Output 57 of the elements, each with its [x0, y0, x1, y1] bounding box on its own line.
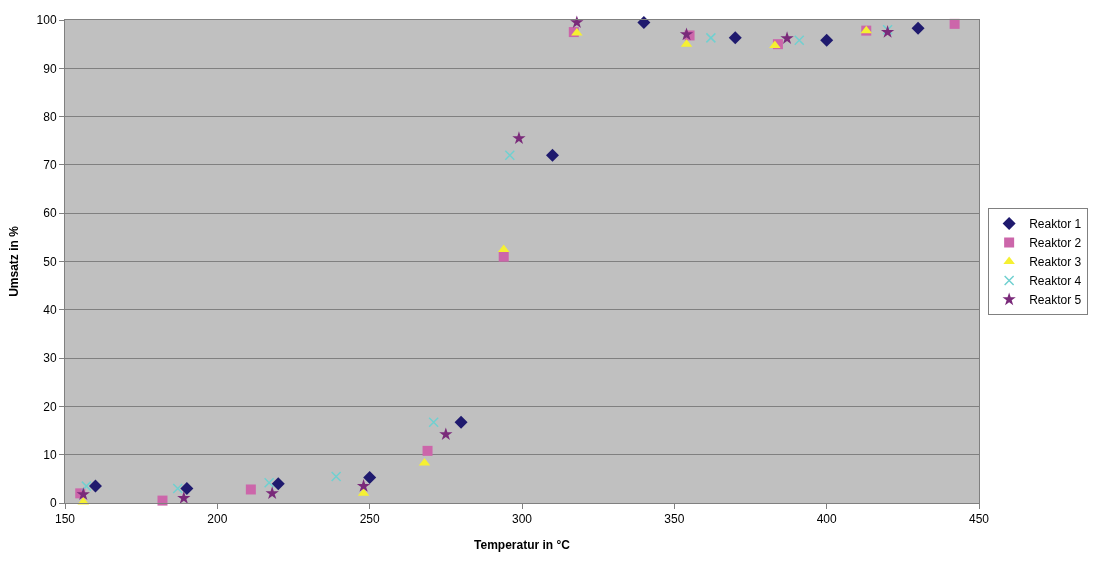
point: [356, 479, 371, 492]
legend-label: Reaktor 5: [1029, 293, 1082, 308]
y-axis-title: Umsatz in %: [6, 225, 21, 297]
point: [76, 487, 90, 500]
y-tick-label: 70: [43, 158, 57, 173]
point: [81, 480, 92, 492]
point: [504, 149, 516, 161]
legend-label: Reaktor 2: [1029, 236, 1082, 251]
point: [265, 486, 279, 499]
point: [363, 470, 377, 484]
x-axis-title: Temperatur in °C: [474, 538, 571, 553]
point: [157, 495, 168, 506]
y-tick-label: 10: [43, 447, 57, 462]
point: [911, 21, 925, 35]
point: [422, 445, 433, 456]
x-tick-label: 350: [664, 512, 685, 527]
point: [545, 148, 559, 162]
point: [263, 477, 275, 488]
point: [705, 32, 717, 44]
point: [512, 131, 526, 144]
point: [498, 251, 509, 262]
point: [780, 31, 794, 45]
x-tick-label: 300: [511, 512, 533, 527]
legend-label: Reaktor 1: [1029, 217, 1082, 232]
x-tick-label: 400: [816, 512, 837, 527]
y-tick-label: 100: [36, 13, 57, 28]
point: [245, 484, 256, 495]
point: [570, 15, 584, 29]
point: [679, 27, 694, 41]
point: [728, 31, 742, 45]
x-tick-label: 450: [968, 512, 990, 527]
point: [428, 417, 439, 428]
y-tick-label: 80: [43, 109, 57, 124]
y-tick-label: 50: [43, 254, 57, 269]
x-tick-label: 250: [359, 512, 380, 527]
point: [454, 415, 468, 429]
point: [177, 491, 191, 504]
y-tick-label: 0: [49, 496, 57, 511]
y-tick-label: 30: [43, 351, 57, 366]
y-tick-label: 90: [43, 61, 57, 76]
legend-label: Reaktor 4: [1029, 274, 1082, 289]
y-tick-label: 40: [43, 303, 57, 317]
x-tick-label: 200: [207, 512, 228, 527]
y-tick-label: 60: [43, 206, 57, 221]
x-tick-label: 150: [54, 512, 76, 527]
point: [949, 18, 960, 29]
y-tick-label: 20: [43, 399, 57, 414]
point: [180, 482, 194, 496]
point: [637, 15, 651, 29]
point: [439, 427, 453, 441]
point: [172, 483, 183, 494]
point: [271, 477, 285, 491]
point: [820, 33, 834, 47]
point: [88, 479, 102, 493]
point: [330, 471, 342, 482]
point: [794, 35, 805, 46]
legend-label: Reaktor 3: [1029, 255, 1082, 270]
